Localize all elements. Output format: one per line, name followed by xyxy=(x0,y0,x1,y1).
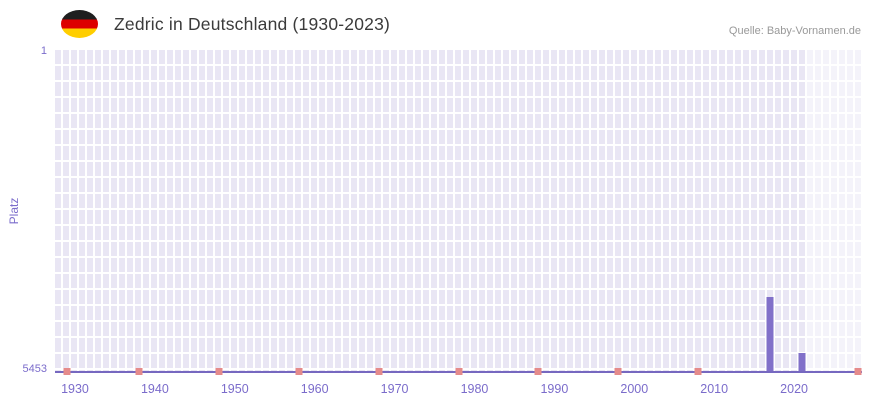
x-tick-label: 1930 xyxy=(61,382,89,396)
bottom-marker xyxy=(455,368,462,375)
bottom-marker xyxy=(854,368,862,375)
bottom-marker xyxy=(534,368,542,375)
x-tick-label: 1980 xyxy=(460,382,489,396)
bottom-marker xyxy=(614,368,622,375)
chart-title: Zedric in Deutschland (1930-2023) xyxy=(114,14,391,34)
bottom-marker xyxy=(375,368,383,375)
x-tick-label: 1970 xyxy=(380,382,409,396)
x-tick-label: 1990 xyxy=(540,382,569,396)
x-tick-label: 2010 xyxy=(700,382,729,396)
source-credit: Quelle: Baby-Vornamen.de xyxy=(728,25,861,37)
bottom-marker xyxy=(215,368,223,375)
x-tick-label: 1940 xyxy=(140,382,169,396)
x-tick-label: 1950 xyxy=(220,382,249,396)
recent-years-band xyxy=(806,50,862,371)
germany-flag-icon xyxy=(61,10,98,38)
x-tick-label: 2020 xyxy=(780,382,808,396)
rank-bar[interactable] xyxy=(766,297,774,371)
y-tick-top: 1 xyxy=(40,45,47,57)
bottom-marker xyxy=(694,368,702,375)
x-axis: 1930 1940 1950 1960 1970 1980 1990 2000 2010 2020 xyxy=(55,382,862,402)
y-axis-label: Platz xyxy=(7,197,21,225)
plot-area xyxy=(55,50,862,375)
rank-bar[interactable] xyxy=(798,352,806,371)
bottom-marker xyxy=(295,368,303,375)
bottom-marker xyxy=(63,368,71,375)
x-tick-label: 1960 xyxy=(300,382,329,396)
y-tick-bottom: 5453 xyxy=(22,363,47,375)
bottom-marker xyxy=(135,368,143,375)
x-tick-label: 2000 xyxy=(620,382,649,396)
